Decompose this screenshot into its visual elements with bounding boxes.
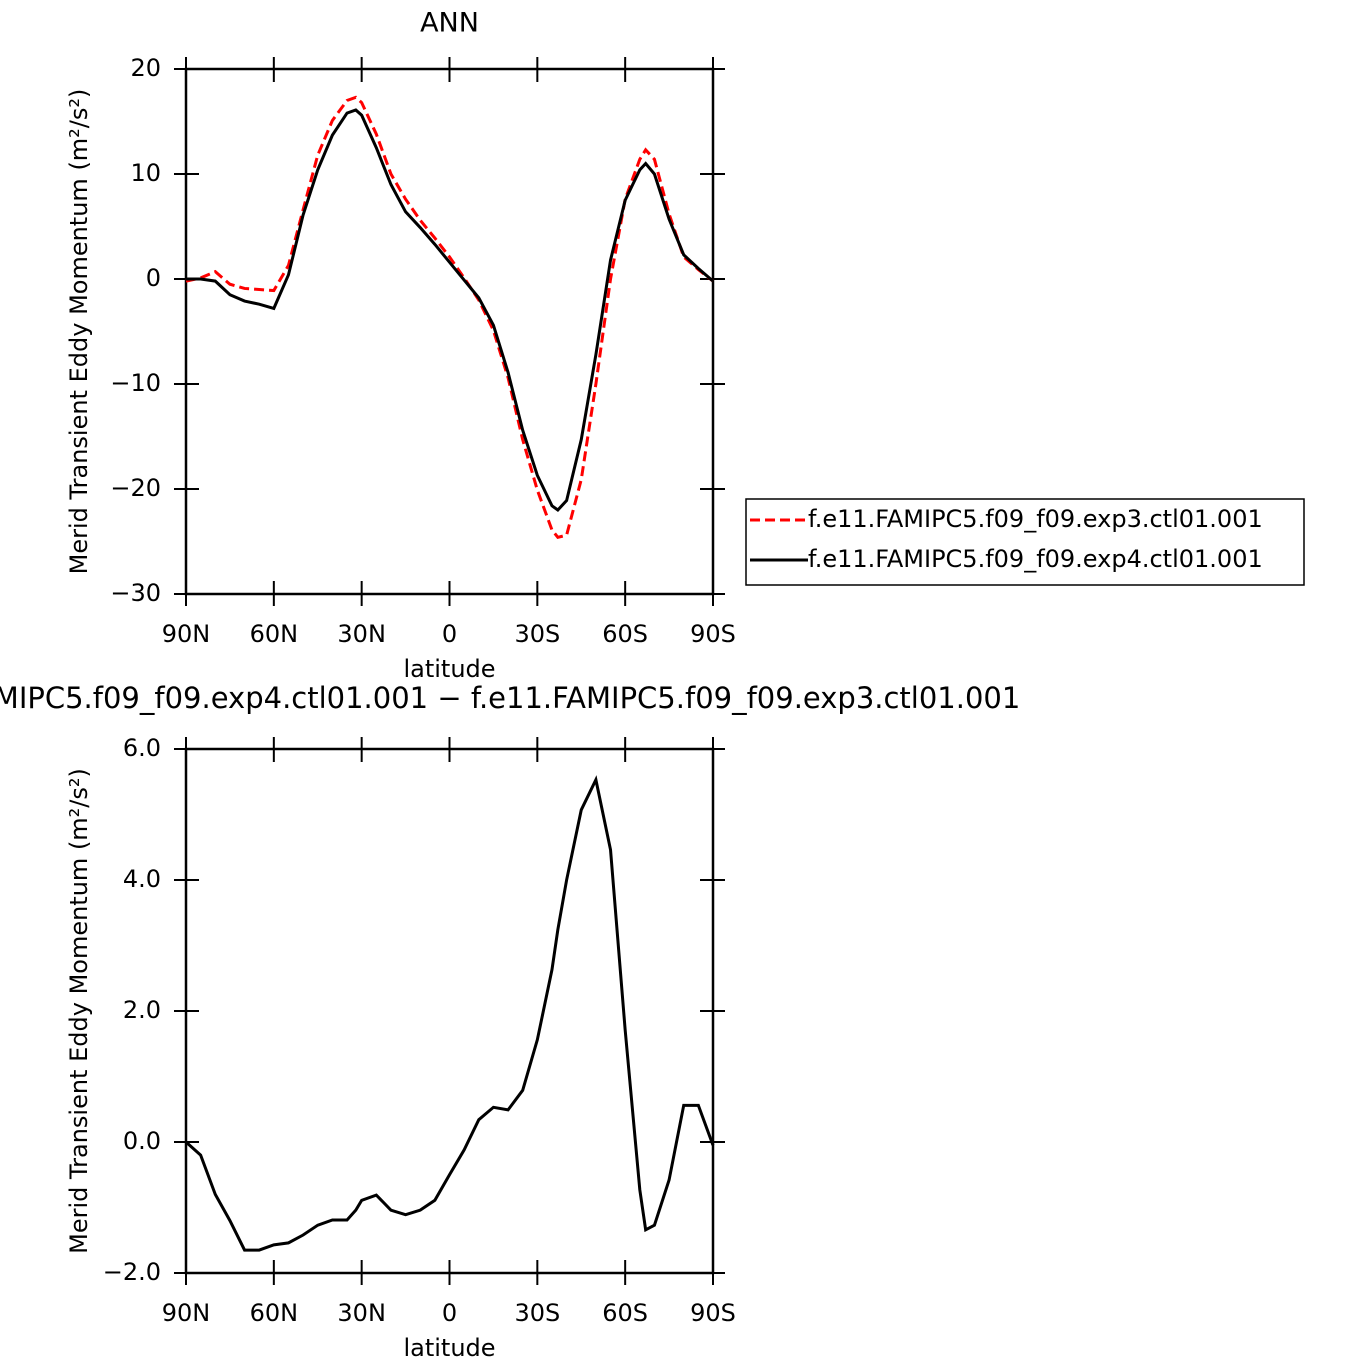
- y-tick-label: −30: [110, 579, 161, 607]
- data-line: [184, 775, 715, 1252]
- x-tick-label: 90N: [162, 620, 211, 648]
- x-tick-label: 30S: [514, 1299, 560, 1327]
- x-tick-label: 30N: [337, 620, 386, 648]
- y-axis-label: Merid Transient Eddy Momentum (m²/s²): [65, 89, 93, 575]
- y-tick-label: −2.0: [103, 1258, 161, 1286]
- data-line: [186, 108, 714, 512]
- x-tick-label: 60N: [250, 620, 299, 648]
- y-tick-label: −20: [110, 474, 161, 502]
- chart-title: f.e11.FAMIPC5.f09_f09.exp4.ctl01.001 − f…: [0, 681, 1020, 715]
- y-tick-label: 0: [146, 264, 161, 292]
- x-tick-label: 30N: [337, 1299, 386, 1327]
- y-tick-label: 20: [130, 54, 161, 82]
- y-axis-label: Merid Transient Eddy Momentum (m²/s²): [65, 768, 93, 1254]
- x-tick-label: 90S: [690, 620, 736, 648]
- y-tick-label: −10: [110, 369, 161, 397]
- y-tick-label: 10: [130, 159, 161, 187]
- x-tick-label: 60S: [602, 620, 648, 648]
- x-tick-label: 30S: [514, 620, 560, 648]
- x-tick-label: 60S: [602, 1299, 648, 1327]
- plot-frame: [184, 67, 715, 596]
- x-tick-label: 60N: [250, 1299, 299, 1327]
- legend-label: f.e11.FAMIPC5.f09_f09.exp4.ctl01.001: [808, 545, 1263, 573]
- data-line: [185, 95, 714, 539]
- x-tick-label: 0: [442, 1299, 457, 1327]
- chart-title: ANN: [420, 8, 479, 39]
- y-tick-label: 0.0: [123, 1127, 161, 1155]
- x-axis-label: latitude: [403, 1334, 495, 1362]
- y-tick-label: 6.0: [123, 734, 161, 762]
- legend-box: [745, 498, 1305, 586]
- x-tick-label: 90N: [162, 1299, 211, 1327]
- x-tick-label: 0: [442, 620, 457, 648]
- y-tick-label: 4.0: [123, 865, 161, 893]
- x-tick-label: 90S: [690, 1299, 736, 1327]
- legend-label: f.e11.FAMIPC5.f09_f09.exp3.ctl01.001: [808, 505, 1263, 533]
- y-tick-label: 2.0: [123, 996, 161, 1024]
- plot-frame: [184, 747, 715, 1275]
- x-axis-label: latitude: [403, 655, 495, 683]
